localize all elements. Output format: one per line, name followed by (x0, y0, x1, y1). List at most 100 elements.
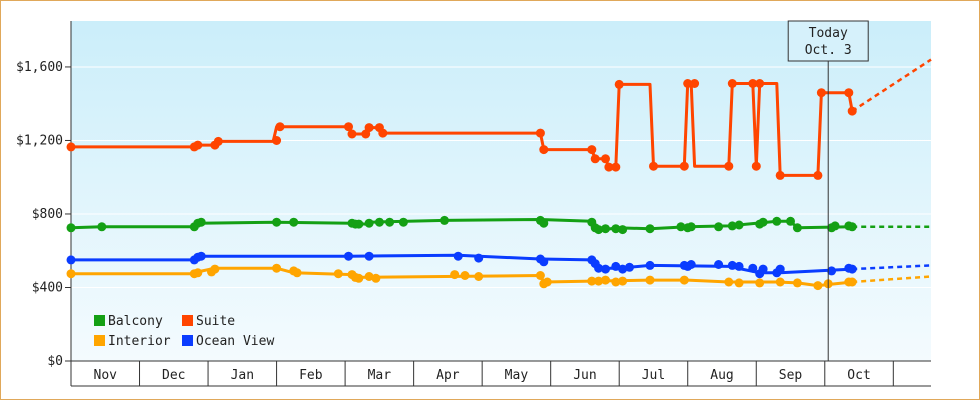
axes (70, 21, 931, 387)
data-point-balcony (374, 217, 384, 227)
data-point-interior (587, 276, 597, 286)
data-point-balcony (676, 222, 686, 232)
data-point-interior (66, 269, 76, 279)
data-point-interior (724, 277, 734, 287)
data-point-suite (724, 161, 734, 171)
data-point-interior (775, 277, 785, 287)
today-date: Oct. 3 (805, 43, 852, 58)
data-point-interior (450, 270, 460, 280)
data-point-balcony (611, 224, 621, 234)
legend-swatch-suite (182, 315, 193, 326)
data-point-ocean-view (727, 260, 737, 270)
data-point-interior (645, 275, 655, 285)
data-point-suite (751, 161, 761, 171)
data-point-balcony (354, 219, 364, 229)
data-point-suite (587, 145, 597, 155)
series-projection-suite (851, 58, 932, 113)
data-point-ocean-view (625, 262, 634, 272)
data-point-balcony (618, 225, 628, 235)
today-box (787, 20, 869, 62)
data-point-interior (542, 277, 552, 287)
data-point-ocean-view (474, 253, 484, 263)
data-point-ocean-view (645, 260, 655, 270)
data-point-suite (679, 161, 689, 171)
x-axis-months: Nov Dec Jan Feb Mar Apr May Jun Jul Aug Sep Oct (70, 361, 894, 386)
data-point-balcony (398, 217, 408, 227)
data-point-ocean-view (618, 264, 628, 274)
legend-swatch-interior (94, 335, 105, 346)
data-point-interior (210, 264, 220, 274)
month-label-oct: Oct (847, 368, 870, 383)
data-point-suite (535, 128, 545, 138)
month-label-nov: Nov (94, 368, 118, 383)
data-point-interior (611, 277, 621, 287)
data-point-suite (539, 145, 549, 155)
data-point-interior (792, 278, 802, 288)
month-label-apr: Apr (436, 368, 460, 383)
data-point-suite (590, 154, 600, 164)
today-marker: Today Oct. 3 (787, 20, 869, 361)
data-point-balcony (645, 224, 655, 234)
month-label-jan: Jan (231, 368, 254, 383)
data-point-suite (775, 170, 785, 180)
data-point-balcony (792, 223, 802, 233)
data-point-suite (272, 136, 282, 145)
data-point-suite (683, 79, 693, 88)
data-point-suite (364, 123, 374, 133)
legend-label-interior: Interior (108, 334, 171, 349)
data-point-interior (474, 272, 484, 281)
y-tick-label: $400 (32, 280, 63, 295)
data-point-suite (847, 106, 857, 116)
legend-swatch-balcony (94, 315, 105, 326)
data-point-ocean-view (758, 264, 768, 274)
data-point-balcony (830, 221, 840, 231)
data-point-suite (755, 79, 765, 88)
data-point-suite (649, 161, 658, 171)
data-point-balcony (686, 222, 696, 232)
data-point-suite (604, 162, 614, 172)
series-ocean-view (66, 251, 932, 279)
data-point-suite (690, 79, 700, 88)
month-label-feb: Feb (299, 368, 323, 383)
data-point-ocean-view (748, 263, 758, 273)
data-point-balcony (786, 216, 795, 226)
legend-label-balcony: Balcony (108, 314, 163, 329)
data-point-ocean-view (344, 251, 353, 261)
data-point-suite (344, 122, 353, 132)
series-interior (66, 263, 932, 291)
month-label-sep: Sep (779, 368, 803, 383)
data-point-ocean-view (601, 264, 610, 274)
data-point-interior (813, 281, 823, 291)
data-point-balcony (594, 225, 604, 235)
data-point-ocean-view (714, 260, 724, 269)
data-point-suite (275, 122, 285, 132)
y-axis-ticks: $0 $400 $800 $1,200 $1,600 (16, 60, 71, 369)
data-point-interior (354, 273, 364, 283)
data-point-ocean-view (453, 251, 463, 261)
data-point-interior (460, 271, 470, 280)
data-point-balcony (539, 218, 549, 228)
data-point-balcony (289, 217, 299, 227)
data-point-suite (844, 88, 854, 98)
data-point-suite (213, 136, 223, 146)
data-point-ocean-view (847, 264, 857, 274)
data-point-suite (748, 79, 758, 88)
data-point-interior (618, 276, 628, 286)
data-point-interior (755, 278, 765, 288)
data-point-ocean-view (775, 264, 785, 274)
data-point-balcony (601, 224, 610, 234)
data-point-interior (371, 273, 381, 283)
data-point-balcony (97, 222, 107, 232)
data-point-suite (378, 128, 388, 138)
legend-swatch-ocean-view (182, 335, 193, 346)
series-balcony (66, 215, 931, 235)
data-point-suite (816, 88, 826, 98)
data-point-suite (611, 162, 621, 172)
data-point-ocean-view (539, 257, 549, 267)
series-projection-ocean-view (852, 264, 932, 271)
month-label-mar: Mar (368, 368, 392, 383)
data-point-suite (66, 142, 76, 152)
legend-label-suite: Suite (196, 314, 235, 329)
